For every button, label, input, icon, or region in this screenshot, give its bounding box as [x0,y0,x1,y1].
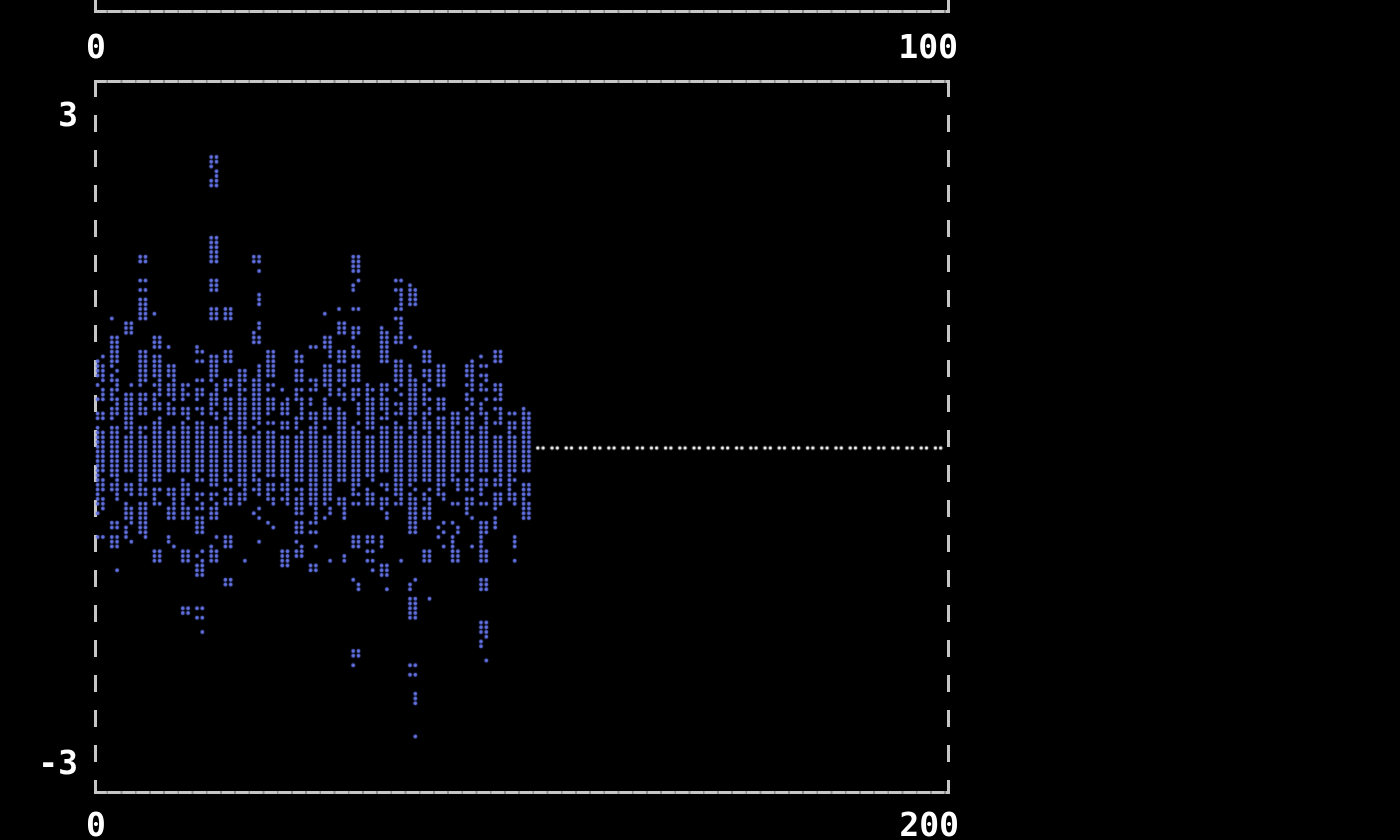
main-chart-y-max-label: 3 [58,95,78,134]
top-chart-x-max-label: 100 [898,27,958,66]
main-chart-y-min-label: -3 [38,743,78,782]
top-chart-x-min-label: 0 [86,27,106,66]
top-chart-left-border [94,0,97,11]
main-chart-x-max-label: 200 [899,805,959,840]
top-chart-right-border [947,0,950,11]
top-chart-bottom-border [94,10,950,13]
signal-plot-canvas [95,81,949,794]
main-chart-x-min-label: 0 [86,805,106,840]
